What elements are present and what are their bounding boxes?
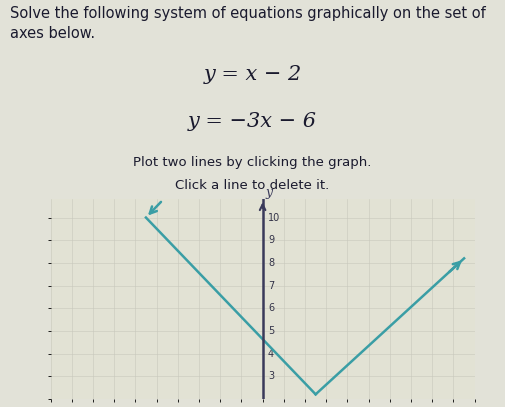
Text: 5: 5 bbox=[268, 326, 274, 336]
Text: 3: 3 bbox=[268, 371, 274, 381]
Text: Plot two lines by clicking the graph.: Plot two lines by clicking the graph. bbox=[133, 155, 372, 168]
Text: 10: 10 bbox=[268, 212, 280, 223]
Text: 8: 8 bbox=[268, 258, 274, 268]
Text: y: y bbox=[266, 186, 273, 199]
Text: Solve the following system of equations graphically on the set of
axes below.: Solve the following system of equations … bbox=[10, 6, 486, 41]
Text: 7: 7 bbox=[268, 280, 274, 291]
Text: Click a line to delete it.: Click a line to delete it. bbox=[175, 179, 330, 192]
Text: 6: 6 bbox=[268, 303, 274, 313]
Text: 9: 9 bbox=[268, 235, 274, 245]
Text: y = x − 2: y = x − 2 bbox=[204, 65, 301, 84]
Text: 4: 4 bbox=[268, 348, 274, 359]
Text: y = −3x − 6: y = −3x − 6 bbox=[188, 112, 317, 131]
